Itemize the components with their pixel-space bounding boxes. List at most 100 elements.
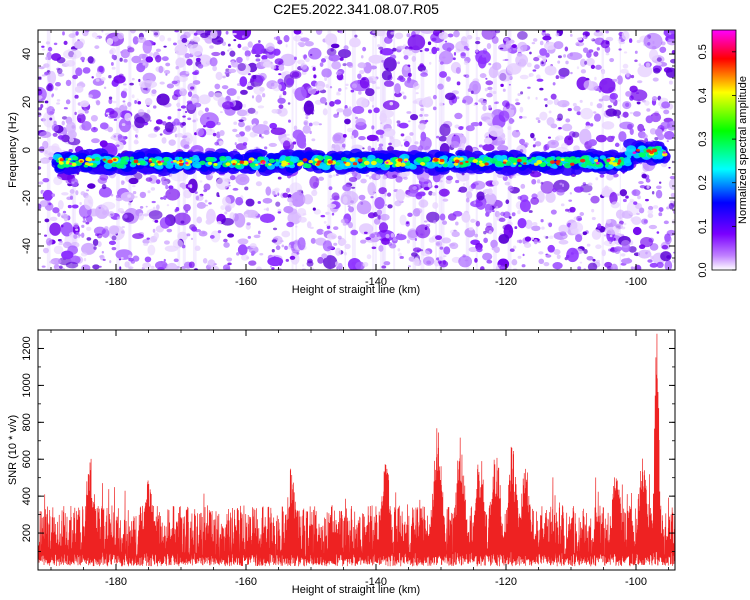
spectrogram-band-blob: [138, 160, 146, 166]
spectrogram-streak: [128, 30, 132, 270]
spectrogram-noise-blob: [437, 83, 444, 90]
spectrogram-noise-blob: [352, 170, 358, 178]
spectrogram-noise-blob: [104, 207, 107, 211]
spectrogram-noise-blob: [96, 233, 103, 239]
spectrogram-band-blob: [225, 162, 231, 166]
spectrogram-noise-blob: [631, 189, 641, 197]
spectrogram-noise-blob: [195, 195, 200, 201]
spectrogram-noise-blob: [527, 86, 531, 89]
spectrogram-noise-blob: [180, 220, 185, 224]
spectrogram-noise-blob: [329, 86, 333, 89]
spectrogram-noise-blob: [655, 128, 663, 137]
spectrogram-noise-blob: [129, 30, 136, 34]
spectrogram-band-blob: [581, 163, 587, 168]
spectrogram-noise-blob: [419, 113, 423, 117]
spectrogram-noise-blob: [620, 258, 633, 264]
spectrogram-noise-blob: [311, 138, 316, 142]
spectrogram-noise-blob: [223, 238, 228, 243]
spectrogram-band-blob: [459, 162, 464, 165]
spectrogram-noise-blob: [510, 107, 516, 110]
spectrogram-noise-blob: [136, 98, 139, 102]
spectrogram-noise-blob: [634, 50, 638, 54]
spectrogram-noise-blob: [343, 45, 349, 51]
spectrogram-noise-blob: [142, 262, 151, 269]
spectrogram-band-blob: [232, 162, 236, 166]
spectrogram-noise-blob: [553, 179, 570, 193]
spectrogram-noise-blob: [198, 94, 211, 105]
spectrogram-noise-blob: [347, 127, 353, 133]
spectrogram-noise-blob: [127, 101, 132, 107]
spectrogram-noise-blob: [110, 61, 114, 66]
spectrogram-noise-blob: [144, 256, 152, 263]
spectrogram-noise-blob: [487, 188, 493, 196]
spectrogram-noise-blob: [371, 246, 377, 250]
spectrogram-noise-blob: [197, 110, 204, 117]
spectrogram-noise-blob: [629, 198, 634, 203]
spectrogram-noise-blob: [245, 198, 255, 207]
spectrogram-noise-blob: [373, 107, 380, 114]
spectrogram-noise-blob: [212, 92, 224, 102]
spectrogram-noise-blob: [637, 123, 645, 132]
spectrogram-band-blob: [563, 162, 572, 169]
spectrogram-noise-blob: [458, 255, 473, 268]
spectrogram-noise-blob: [192, 71, 199, 76]
spectrogram-noise-blob: [316, 228, 324, 235]
spectrogram-noise-blob: [187, 91, 193, 97]
spectrogram-noise-blob: [196, 128, 205, 137]
spectrogram-noise-blob: [524, 219, 533, 230]
spectrogram-noise-blob: [529, 51, 532, 55]
spectrogram-noise-blob: [124, 261, 130, 268]
spectrogram-noise-blob: [413, 257, 420, 266]
spectrogram-noise-blob: [629, 38, 633, 43]
spectrogram-noise-blob: [194, 191, 198, 195]
spectrogram-noise-blob: [383, 56, 397, 72]
spectrogram-noise-blob: [466, 34, 473, 40]
spectrogram-noise-blob: [600, 39, 610, 49]
spectrogram-noise-blob: [647, 259, 653, 263]
spectrogram-noise-blob: [310, 267, 315, 270]
spectrogram-noise-blob: [142, 62, 146, 66]
spectrogram-noise-blob: [38, 203, 42, 210]
spectrogram-noise-blob: [442, 255, 447, 258]
spectrogram-noise-blob: [143, 243, 149, 246]
spectrogram-noise-blob: [323, 220, 327, 224]
spectrogram-noise-blob: [119, 104, 128, 112]
spectrogram-noise-blob: [117, 207, 124, 213]
spectrogram-x-label: Height of straight line (km): [292, 284, 420, 296]
spectrogram-noise-blob: [277, 176, 282, 180]
spectrogram-noise-blob: [272, 227, 278, 231]
spectrogram-noise-blob: [420, 72, 428, 77]
spectrogram-noise-blob: [113, 75, 126, 84]
spectrogram-noise-blob: [504, 181, 511, 186]
spectrogram-noise-blob: [362, 262, 369, 267]
spectrogram-noise-blob: [128, 254, 132, 259]
spectrogram-noise-blob: [154, 261, 168, 270]
spectrogram-band-blob: [84, 162, 89, 166]
spectrogram-noise-blob: [159, 81, 165, 85]
snr-y-tick-label: 200: [21, 524, 33, 542]
spectrogram-noise-blob: [193, 32, 198, 36]
spectrogram-noise-blob: [601, 121, 615, 130]
spectrogram-noise-blob: [601, 186, 613, 194]
spectrogram-noise-blob: [229, 175, 236, 181]
spectrogram-noise-blob: [262, 61, 274, 68]
spectrogram-noise-blob: [375, 30, 386, 37]
spectrogram-noise-blob: [585, 32, 589, 37]
spectrogram-noise-blob: [638, 207, 645, 214]
spectrogram-noise-blob: [115, 194, 120, 199]
spectrogram-noise-blob: [596, 103, 603, 109]
spectrogram-noise-blob: [228, 47, 233, 51]
spectrogram-noise-blob: [241, 254, 249, 261]
spectrogram-noise-blob: [526, 62, 532, 68]
spectrogram-band-blob: [651, 148, 658, 153]
spectrogram-noise-blob: [522, 116, 527, 119]
spectrogram-noise-blob: [135, 141, 139, 144]
spectrogram-noise-blob: [484, 87, 488, 92]
spectrogram-noise-blob: [91, 138, 100, 144]
spectrogram-noise-blob: [452, 210, 463, 217]
spectrogram-noise-blob: [566, 247, 579, 263]
spectrogram-noise-blob: [560, 142, 568, 150]
spectrogram-noise-blob: [454, 112, 463, 120]
spectrogram-noise-blob: [543, 235, 547, 239]
spectrogram-band-blob: [352, 162, 358, 166]
